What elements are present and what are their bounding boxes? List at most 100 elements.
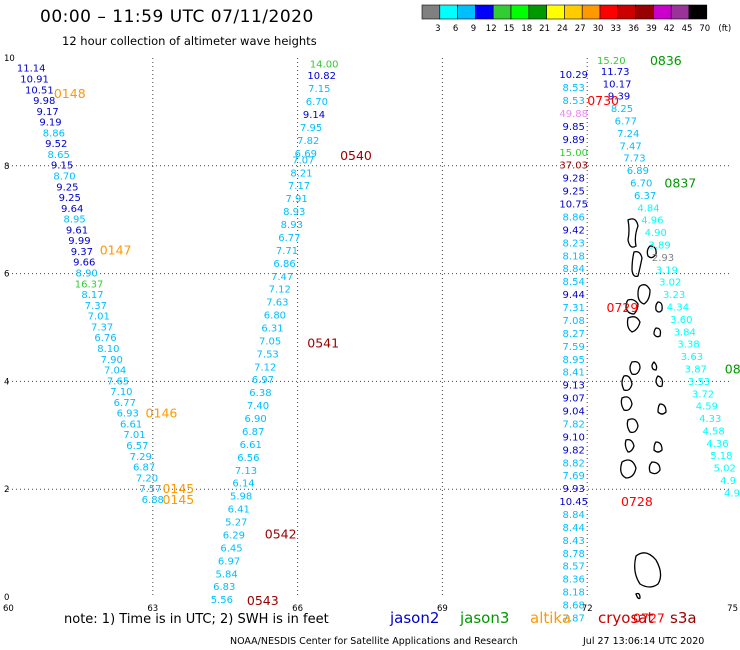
color-swatch (546, 4, 565, 20)
color-scale-label: 36 (628, 24, 639, 34)
wave-height-label: 6.29 (223, 530, 245, 541)
wave-height-label: 7.17 (288, 181, 310, 192)
wave-height-label: 3.87 (685, 364, 707, 375)
wave-height-label: 4.9 (720, 476, 736, 487)
wave-height-label: 4.9 (724, 488, 740, 499)
wave-height-label: 8.93 (283, 207, 305, 218)
units-note: note: 1) Time is in UTC; 2) SWH is in fe… (64, 612, 329, 627)
color-scale-label: 33 (610, 24, 621, 34)
wave-height-label: 7.47 (620, 141, 642, 152)
wave-height-label: 4.84 (637, 203, 659, 214)
wave-height-label: 3.53 (688, 377, 710, 388)
wave-height-label: 8.84 (563, 510, 585, 521)
wave-height-label: 3.23 (663, 290, 685, 301)
color-scale-label: 9 (471, 24, 476, 34)
island-outline (620, 396, 633, 412)
pass-time-label: 0728 (621, 494, 653, 509)
wave-height-label: 7.31 (563, 303, 585, 314)
wave-height-label: 9.89 (563, 135, 585, 146)
wave-height-label: 9.82 (563, 445, 585, 456)
wave-height-label: 9.25 (563, 187, 585, 198)
wave-height-label: 9.15 (51, 161, 73, 172)
wave-height-label: 8.95 (563, 355, 585, 366)
wave-height-label: 9.25 (56, 182, 78, 193)
wave-height-label: 9.52 (45, 139, 67, 150)
wave-height-points: 11.1410.9110.519.989.179.198.869.528.659… (17, 56, 740, 624)
wave-height-label: 3.72 (692, 389, 714, 400)
pass-time-label: 0146 (146, 406, 178, 421)
y-tick-label: 6 (4, 270, 9, 280)
wave-height-label: 9.13 (563, 381, 585, 392)
wave-height-label: 6.69 (295, 149, 317, 160)
wave-height-label: 3.84 (674, 327, 696, 338)
island-outline (625, 298, 639, 315)
color-scale-label: 3 (435, 24, 440, 34)
color-swatch (581, 4, 601, 20)
pass-time-label: 0540 (340, 148, 372, 163)
wave-height-label: 8.43 (563, 536, 585, 547)
pass-time-label: 0147 (100, 242, 132, 257)
island-outline (629, 360, 641, 376)
color-scale-label: 18 (521, 24, 532, 34)
wave-height-label: 6.88 (142, 495, 164, 506)
wave-height-label: 7.53 (257, 349, 279, 360)
wave-height-label: 8.18 (563, 588, 585, 599)
color-scale-label: 15 (504, 24, 515, 34)
wave-height-label: 37.03 (559, 161, 588, 172)
x-tick-label: 69 (437, 604, 448, 614)
pass-time-label: 0543 (247, 593, 279, 608)
island-outline (627, 218, 639, 248)
credit-line: NOAA/NESDIS Center for Satellite Applica… (230, 636, 518, 647)
satellite-legend-altika: altika (530, 609, 572, 627)
island-outline (635, 592, 641, 600)
color-scale-label: 6 (453, 24, 458, 34)
wave-height-label: 8.70 (53, 172, 75, 183)
wave-height-label: 8.44 (563, 523, 585, 534)
wave-height-label: 8.18 (563, 251, 585, 262)
color-swatch (688, 4, 708, 20)
wave-height-label: 7.63 (266, 298, 288, 309)
wave-height-label: 6.31 (261, 324, 283, 335)
wave-height-label: 4.59 (696, 402, 718, 413)
wave-height-label: 9.66 (73, 258, 95, 269)
color-scale-label: 39 (646, 24, 657, 34)
island-outline (634, 552, 662, 588)
wave-height-label: 5.98 (230, 492, 252, 503)
color-scale-unit: (ft) (718, 24, 731, 34)
pass-time-label: 0145 (162, 481, 194, 496)
wave-height-label: 7.90 (101, 355, 123, 366)
wave-height-label: 7.73 (623, 154, 645, 165)
wave-height-label: 7.12 (254, 362, 276, 373)
color-scale-label: 42 (664, 24, 675, 34)
y-tick-label: 0 (4, 593, 9, 603)
wave-height-label: 2.93 (652, 253, 674, 264)
wave-height-label: 9.99 (68, 236, 90, 247)
wave-height-label: 9.93 (563, 484, 585, 495)
wave-height-label: 10.45 (559, 497, 588, 508)
wave-height-label: 9.39 (608, 92, 630, 103)
wave-height-label: 8.65 (48, 150, 70, 161)
wave-height-label: 10.29 (559, 70, 588, 81)
wave-height-label: 8.25 (611, 104, 633, 115)
wave-height-label: 5.84 (216, 569, 238, 580)
wave-height-label: 7.37 (91, 322, 113, 333)
wave-height-label: 8.78 (563, 549, 585, 560)
wave-height-label: 6.61 (240, 440, 262, 451)
wave-height-label: 7.10 (110, 387, 132, 398)
wave-height-label: 6.80 (264, 311, 286, 322)
wave-height-label: 7.29 (130, 452, 152, 463)
wave-height-label: 8.21 (290, 168, 312, 179)
color-swatch (617, 4, 636, 20)
map-subtitle: 12 hour collection of altimeter wave hei… (62, 34, 317, 48)
wave-height-label: 9.85 (563, 122, 585, 133)
color-scale-label: 45 (682, 24, 693, 34)
wave-height-label: 3.38 (677, 340, 699, 351)
island-outline (631, 250, 643, 278)
wave-height-label: 9.44 (563, 290, 585, 301)
axis-ticks: 60 63 66 69 72 75 0 2 4 6 8 10 (3, 54, 738, 614)
wave-height-label: 6.93 (117, 409, 139, 420)
wave-height-label: 7.82 (563, 419, 585, 430)
island-outline (626, 316, 641, 333)
island-outline (620, 459, 637, 479)
satellite-legend-s3a: s3a (670, 609, 697, 627)
